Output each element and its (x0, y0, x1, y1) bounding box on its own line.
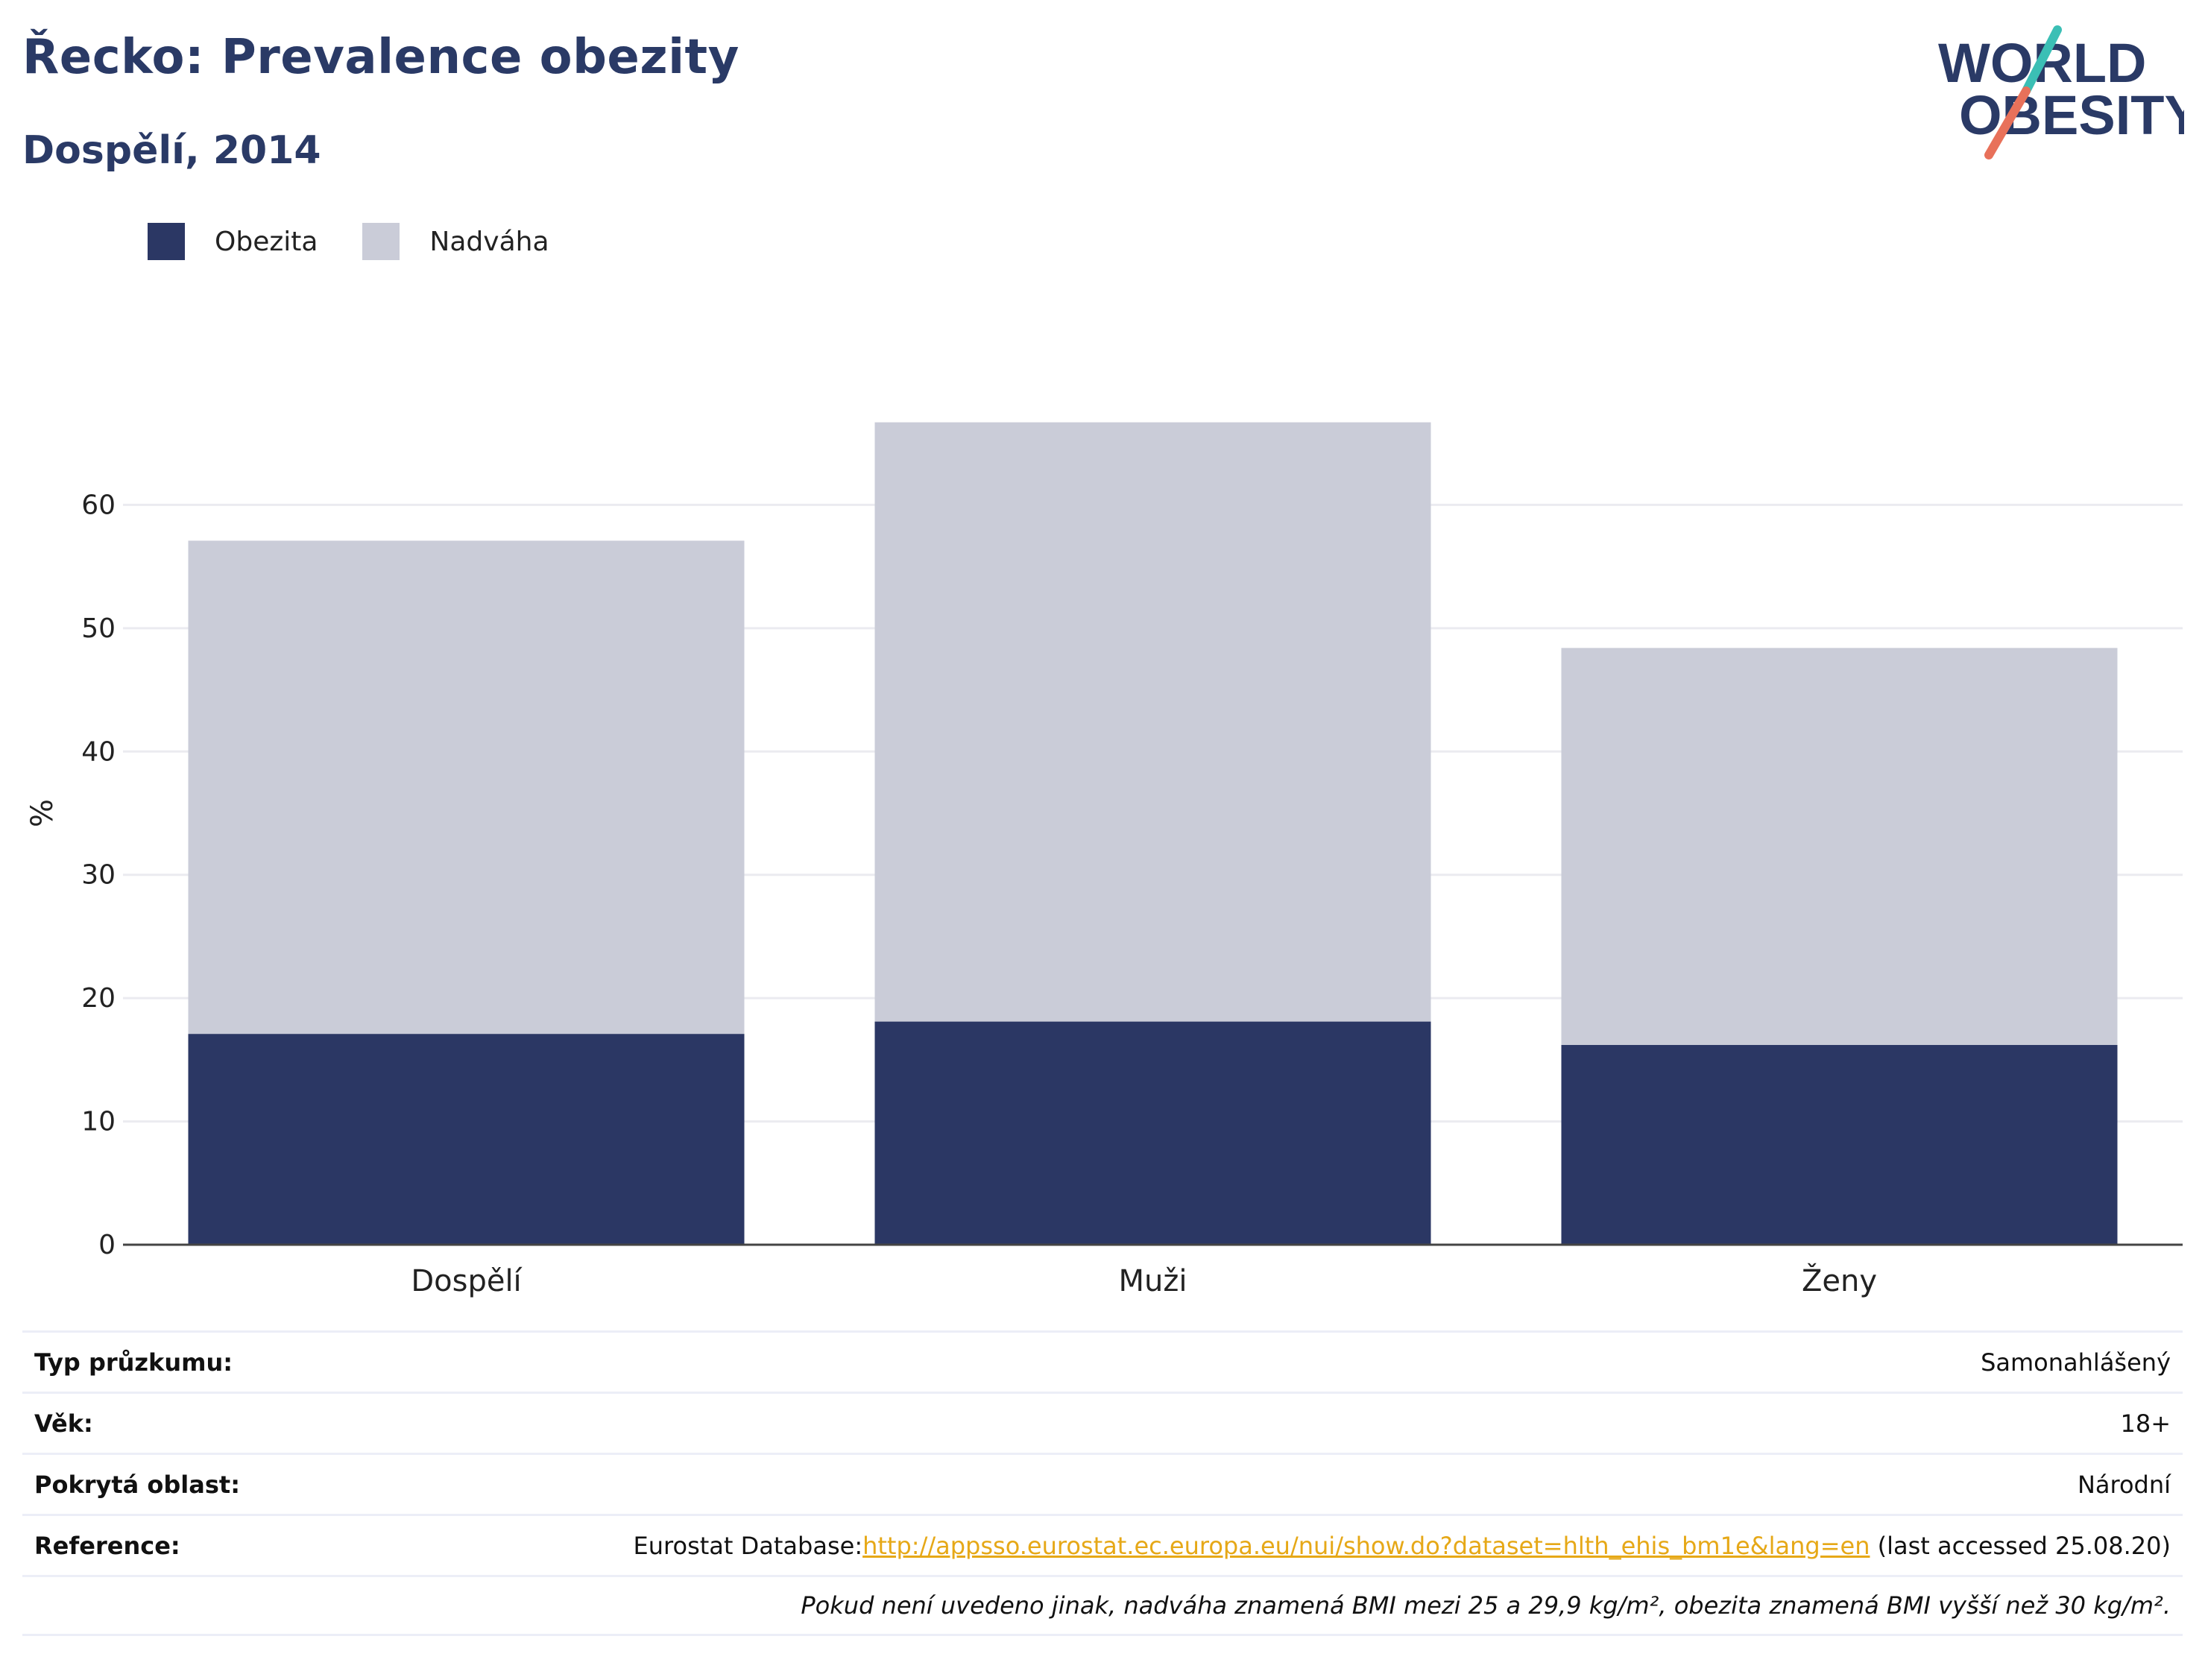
y-tick-label-0: 0 (98, 1230, 116, 1260)
area-value: Národní (2077, 1470, 2171, 1499)
legend-item-obezita[interactable]: Obezita (148, 223, 318, 260)
chart-legend: Obezita Nadváha (148, 221, 594, 262)
reference-prefix: Eurostat Database: (633, 1531, 863, 1560)
x-tick-label-0: Dospělí (411, 1264, 523, 1298)
chart-subtitle: Dospělí, 2014 (22, 128, 321, 173)
y-tick-label-20: 20 (81, 983, 116, 1014)
survey-type-value: Samonahlášený (1981, 1348, 2171, 1377)
reference-label: Reference: (34, 1531, 180, 1560)
bar-nadvaha-0 (188, 540, 745, 1035)
info-row-reference: Reference: Eurostat Database:http://apps… (22, 1514, 2183, 1575)
info-table: Typ průzkumu: Samonahlášený Věk: 18+ Pok… (22, 1330, 2183, 1636)
info-row-note: Pokud není uvedeno jinak, nadváha znamen… (22, 1575, 2183, 1636)
bar-obezita-1 (874, 1021, 1431, 1245)
info-row-survey: Typ průzkumu: Samonahlášený (22, 1330, 2183, 1392)
legend-swatch-obezita (148, 223, 185, 260)
bar-obezita-0 (188, 1034, 745, 1245)
legend-label-obezita: Obezita (215, 226, 318, 257)
y-axis-label: % (25, 799, 60, 827)
age-label: Věk: (34, 1409, 93, 1438)
info-row-area: Pokrytá oblast: Národní (22, 1453, 2183, 1514)
bar-nadvaha-1 (874, 422, 1431, 1022)
survey-type-label: Typ průzkumu: (34, 1348, 233, 1377)
legend-label-nadvaha: Nadváha (429, 226, 549, 257)
legend-swatch-nadvaha (362, 223, 400, 260)
area-label: Pokrytá oblast: (34, 1470, 240, 1499)
definition-note: Pokud není uvedeno jinak, nadváha znamen… (801, 1591, 2171, 1620)
reference-value: Eurostat Database:http://appsso.eurostat… (634, 1532, 2171, 1560)
logo-slash-top (2022, 25, 2062, 95)
y-tick-label-50: 50 (81, 613, 116, 644)
x-tick-label-1: Muži (1119, 1264, 1187, 1298)
x-tick-label-2: Ženy (1802, 1263, 1877, 1298)
logo-slash-bottom (1984, 86, 2031, 160)
world-obesity-logo: WORLD OBESITY (1938, 25, 2184, 160)
y-tick-label-10: 10 (81, 1107, 116, 1137)
y-tick-label-40: 40 (81, 736, 116, 767)
reference-link[interactable]: http://appsso.eurostat.ec.europa.eu/nui/… (862, 1531, 1870, 1560)
y-tick-label-30: 30 (81, 860, 116, 891)
bar-nadvaha-2 (1561, 648, 2118, 1046)
bar-chart: 0 10 20 30 40 50 60% Dospělí Muži Ženy (25, 422, 2183, 1298)
bar-obezita-2 (1561, 1045, 2118, 1245)
info-row-age: Věk: 18+ (22, 1392, 2183, 1453)
chart-title: Řecko: Prevalence obezity (22, 30, 739, 85)
y-tick-label-60: 60 (81, 490, 116, 520)
legend-item-nadvaha[interactable]: Nadváha (362, 223, 549, 260)
age-value: 18+ (2120, 1409, 2171, 1438)
reference-suffix: (last accessed 25.08.20) (1870, 1531, 2171, 1560)
